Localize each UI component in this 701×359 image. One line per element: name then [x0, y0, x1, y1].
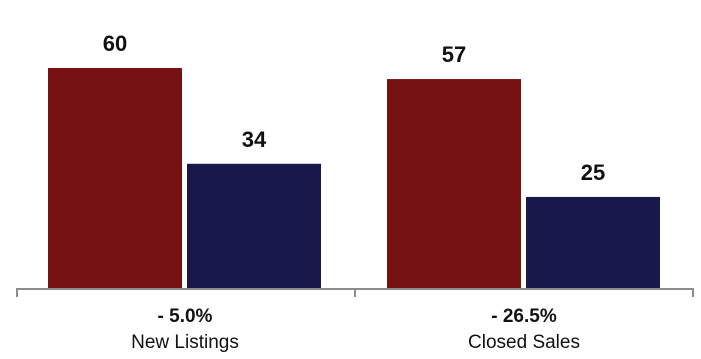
- bar-2-1: [387, 79, 521, 289]
- data-label-1-1: 60: [103, 31, 127, 56]
- data-label-2-1: 57: [442, 42, 466, 67]
- data-label-1-2: 34: [242, 127, 267, 152]
- bar-1-2: [187, 163, 321, 289]
- x-tick-label-1: New Listings: [131, 332, 239, 353]
- x-tick-label-2: Closed Sales: [468, 332, 580, 353]
- bar-2-2: [526, 196, 660, 289]
- change-label-2: - 26.5%: [491, 306, 557, 327]
- bar-1-1: [48, 68, 182, 289]
- x-axis: - 5.0% New Listings - 26.5% Closed Sales: [16, 288, 694, 353]
- bars-layer: [48, 68, 660, 289]
- labels-layer: 60 34 57 25: [103, 31, 605, 185]
- change-label-1: - 5.0%: [158, 306, 213, 327]
- data-label-2-2: 25: [581, 160, 605, 185]
